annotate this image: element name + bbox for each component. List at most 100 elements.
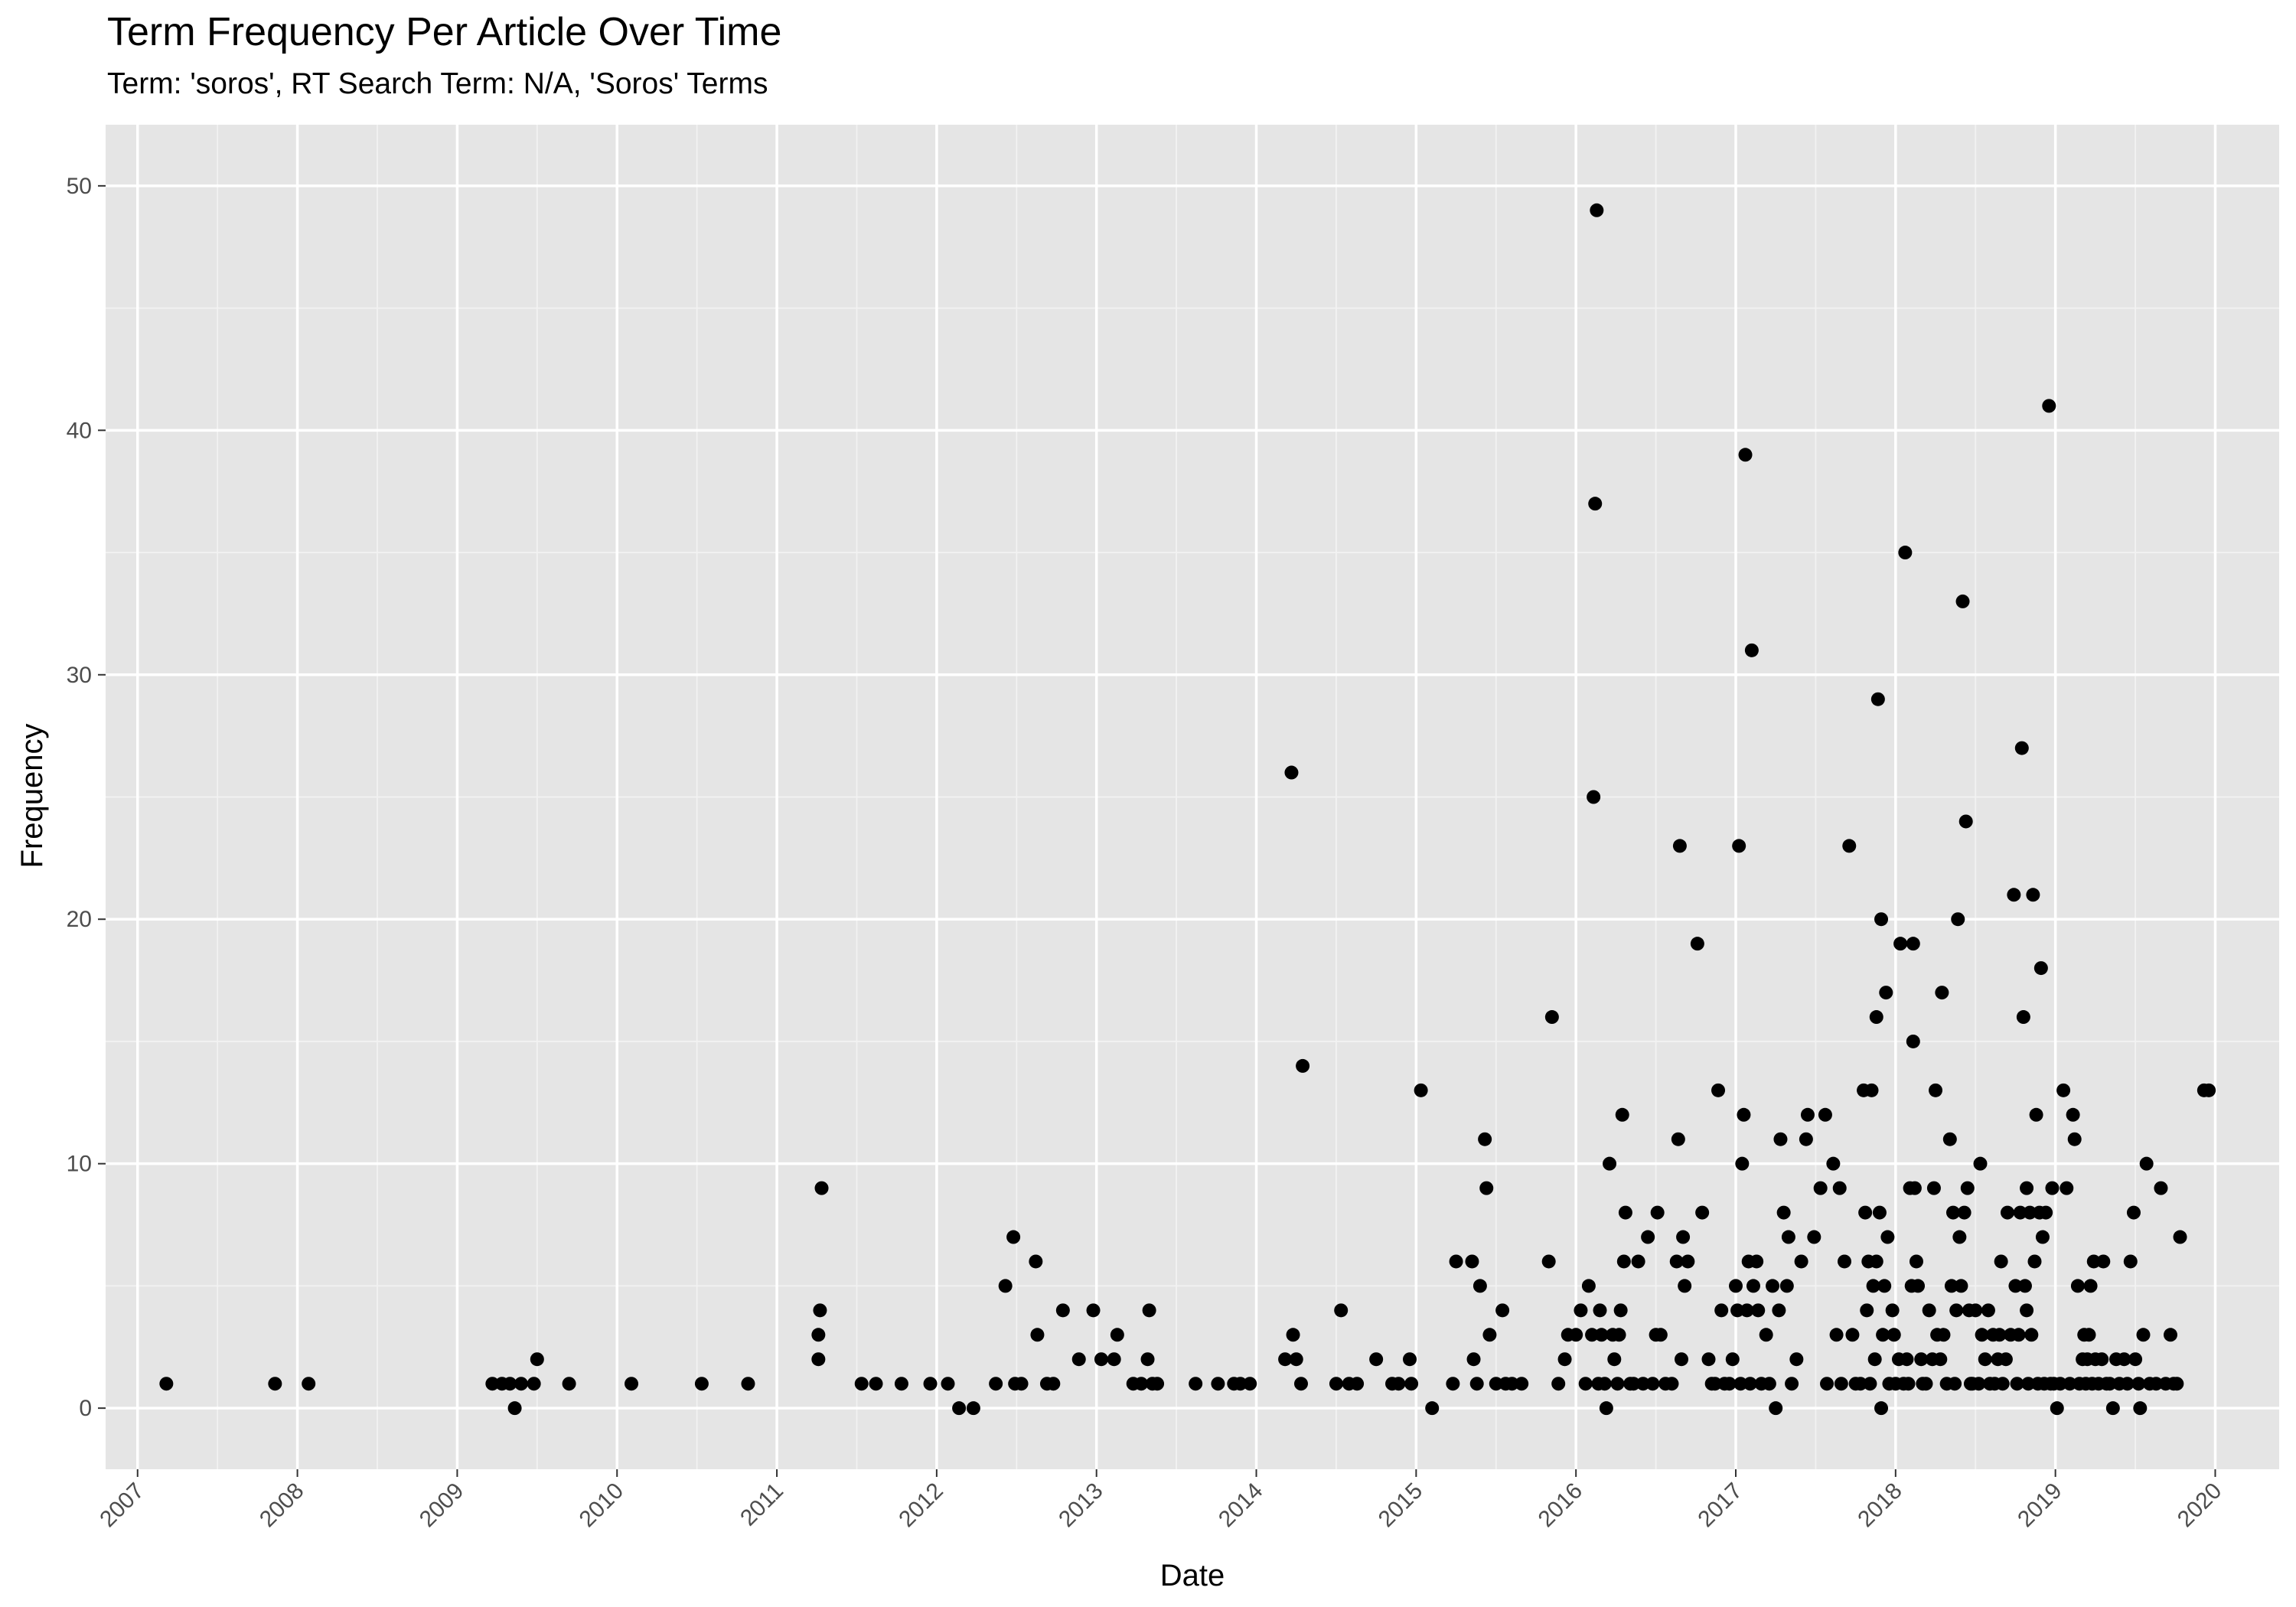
data-point [1681,1254,1695,1269]
data-point [2020,1303,2034,1318]
data-point [1880,1230,1895,1244]
data-point [2007,888,2021,902]
data-point [1960,1181,1975,1195]
data-point [2066,1107,2080,1122]
data-point [2086,1254,2101,1269]
data-point [1334,1303,1349,1318]
data-point [2013,1205,2027,1220]
data-point [1834,1377,1848,1391]
data-point [1863,1377,1877,1391]
data-point [1858,1205,1873,1220]
data-point [2026,888,2040,902]
data-point [1992,1328,2007,1342]
data-point [2021,1377,2036,1391]
data-point [811,1328,826,1342]
data-point [1574,1303,1588,1318]
data-point [1607,1352,1622,1367]
data-point [894,1377,908,1391]
data-point [1645,1377,1660,1391]
data-point [923,1377,938,1391]
data-point [1581,1279,1596,1293]
data-point [1869,1254,1883,1269]
data-point [1975,1328,1989,1342]
data-point [1590,203,1604,217]
data-point [1094,1352,1108,1367]
data-point [1414,1083,1428,1097]
data-point [2033,961,2048,976]
data-point [159,1377,174,1391]
data-point [1473,1279,1487,1293]
chart-title: Term Frequency Per Article Over Time [107,10,782,54]
data-point [2014,741,2029,755]
data-point [2202,1083,2216,1097]
y-tick-label: 50 [67,174,92,199]
data-point [2128,1352,2143,1367]
data-point [998,1279,1013,1293]
data-point [1211,1377,1225,1391]
data-point [1665,1377,1679,1391]
data-point [989,1377,1003,1391]
x-tick-label: 2009 [415,1478,469,1533]
y-tick-label: 20 [67,907,92,932]
data-point [503,1377,517,1391]
data-point [854,1377,869,1391]
data-point [1926,1181,1941,1195]
data-point [1578,1377,1593,1391]
data-point [2011,1328,2026,1342]
data-point [1631,1254,1645,1269]
data-point [1900,1352,1914,1367]
data-point [2164,1328,2177,1342]
data-point [1030,1328,1045,1342]
x-tick-label: 2013 [1054,1478,1108,1533]
data-point [1597,1377,1612,1391]
data-point [1779,1279,1794,1293]
data-point [1675,1352,1688,1367]
data-point [1968,1303,1983,1318]
data-point [1636,1377,1650,1391]
data-point [1772,1303,1786,1318]
data-point [2083,1279,2098,1293]
data-point [1150,1377,1165,1391]
data-point [694,1377,709,1391]
data-point [1832,1181,1847,1195]
data-point [1690,937,1704,951]
data-point [1971,1377,1986,1391]
data-point [1955,594,1970,608]
data-point [530,1352,544,1367]
data-point [2170,1377,2184,1391]
data-point [1935,986,1949,1000]
data-point [562,1377,576,1391]
x-tick-label: 2019 [2013,1478,2067,1533]
data-point [1929,1083,1943,1097]
data-point [1669,1254,1684,1269]
major-gridlines [106,125,2279,1469]
data-point [1867,1352,1882,1367]
data-point [1585,1328,1600,1342]
data-point [1189,1377,1203,1391]
data-point [1874,912,1889,927]
data-point [1746,1279,1760,1293]
data-point [2096,1254,2111,1269]
data-point [1014,1377,1029,1391]
data-point [1653,1328,1668,1342]
data-point [1650,1205,1665,1220]
data-point [1286,1328,1300,1342]
data-point [1055,1303,1070,1318]
data-point [1142,1303,1156,1318]
data-point [1391,1377,1406,1391]
data-point [1845,1328,1860,1342]
x-tick-label: 2016 [1534,1478,1588,1533]
x-tick-label: 2020 [2173,1478,2227,1533]
data-point [2173,1230,2187,1244]
data-point [2131,1377,2146,1391]
data-point [2024,1328,2039,1342]
data-point [1479,1181,1494,1195]
data-point [1505,1377,1519,1391]
data-point [741,1377,755,1391]
data-point [514,1377,528,1391]
data-point [1350,1377,1365,1391]
data-point [2067,1132,2082,1146]
data-point [1626,1377,1641,1391]
data-point [2060,1181,2074,1195]
data-point [1541,1254,1556,1269]
